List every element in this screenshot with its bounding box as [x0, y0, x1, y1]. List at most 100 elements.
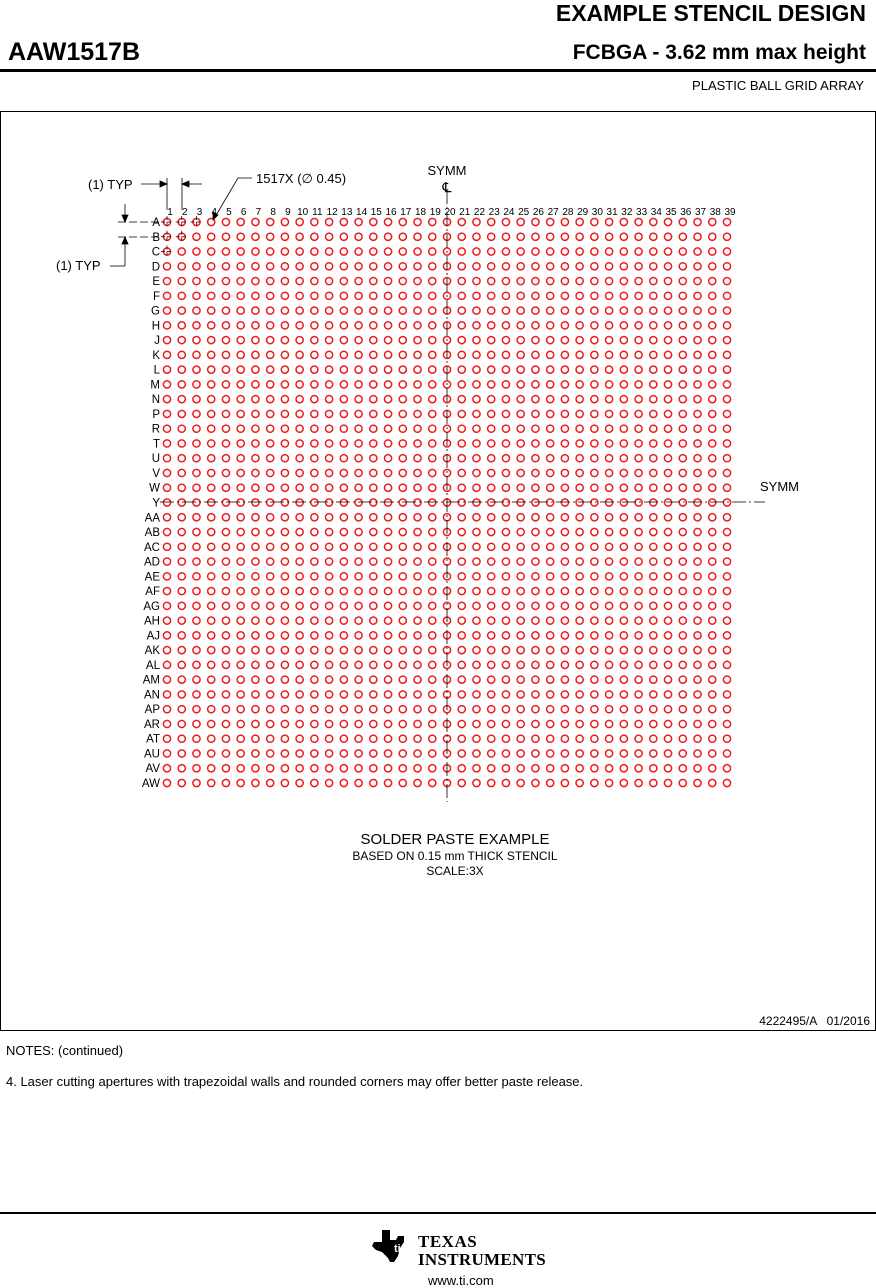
- solder-paste-aperture: [560, 704, 570, 714]
- solder-paste-aperture: [413, 631, 422, 640]
- solder-paste-aperture: [192, 380, 201, 389]
- solder-paste-aperture: [280, 453, 290, 463]
- solder-paste-aperture: [354, 616, 363, 625]
- center-mark: [190, 216, 203, 228]
- row-label: AJ: [147, 630, 160, 642]
- solder-paste-aperture: [501, 763, 511, 773]
- solder-paste-aperture: [206, 276, 216, 286]
- solder-paste-aperture: [206, 424, 216, 434]
- solder-paste-aperture: [310, 616, 319, 625]
- solder-paste-aperture: [501, 749, 511, 758]
- solder-paste-aperture: [678, 380, 688, 389]
- solder-paste-aperture: [663, 571, 673, 581]
- solder-paste-aperture: [545, 586, 555, 596]
- solder-paste-aperture: [427, 483, 437, 493]
- solder-paste-aperture: [531, 276, 540, 286]
- solder-paste-aperture: [575, 704, 584, 714]
- solder-paste-aperture: [236, 645, 246, 655]
- solder-paste-aperture: [206, 557, 216, 566]
- solder-paste-aperture: [265, 719, 275, 729]
- logo-text-texas: TEXAS: [418, 1232, 478, 1251]
- row-label: AU: [144, 748, 160, 760]
- solder-paste-aperture: [648, 660, 658, 670]
- solder-paste-aperture: [324, 542, 334, 552]
- solder-paste-aperture: [531, 557, 540, 566]
- solder-paste-aperture: [693, 616, 702, 625]
- solder-paste-aperture: [516, 453, 526, 463]
- solder-paste-aperture: [678, 645, 688, 655]
- solder-paste-aperture: [177, 320, 187, 330]
- solder-paste-aperture: [162, 734, 172, 744]
- solder-paste-aperture: [575, 734, 584, 744]
- solder-paste-aperture: [619, 527, 629, 537]
- solder-paste-aperture: [648, 571, 658, 581]
- solder-paste-aperture: [531, 704, 540, 714]
- column-label: 12: [327, 207, 339, 218]
- solder-paste-aperture: [663, 365, 673, 374]
- solder-paste-aperture: [501, 645, 511, 655]
- solder-paste-aperture: [221, 557, 231, 566]
- solder-paste-aperture: [678, 468, 688, 478]
- solder-paste-aperture: [427, 468, 437, 478]
- solder-paste-aperture: [236, 675, 246, 685]
- texas-state-icon: ti: [372, 1230, 404, 1262]
- solder-paste-aperture: [516, 778, 526, 788]
- solder-paste-aperture: [619, 365, 629, 374]
- solder-paste-aperture: [310, 247, 319, 256]
- solder-paste-aperture: [177, 453, 187, 463]
- solder-paste-aperture: [368, 631, 378, 640]
- solder-paste-aperture: [501, 217, 511, 227]
- solder-paste-aperture: [206, 498, 216, 507]
- solder-paste-aperture: [192, 247, 201, 256]
- solder-paste-aperture: [486, 542, 496, 552]
- solder-paste-aperture: [590, 453, 599, 463]
- solder-paste-aperture: [693, 424, 702, 434]
- solder-paste-aperture: [339, 749, 349, 758]
- solder-paste-aperture: [339, 335, 349, 345]
- solder-paste-aperture: [531, 542, 540, 552]
- solder-paste-aperture: [678, 763, 688, 773]
- solder-paste-aperture: [383, 557, 393, 566]
- solder-paste-aperture: [472, 719, 481, 729]
- solder-paste-aperture: [324, 468, 334, 478]
- solder-paste-aperture: [693, 690, 702, 699]
- solder-paste-aperture: [545, 320, 555, 330]
- solder-paste-aperture: [619, 557, 629, 566]
- center-mark: [161, 245, 173, 258]
- solder-paste-aperture: [648, 365, 658, 374]
- solder-paste-aperture: [545, 365, 555, 374]
- solder-paste-aperture: [722, 675, 732, 685]
- caption-scale: SCALE:3X: [426, 864, 483, 878]
- website-link[interactable]: www.ti.com: [428, 1273, 494, 1288]
- solder-paste-aperture: [545, 571, 555, 581]
- solder-paste-aperture: [295, 232, 304, 242]
- solder-paste-aperture: [648, 394, 658, 404]
- solder-paste-aperture: [575, 571, 584, 581]
- solder-paste-aperture: [251, 557, 260, 566]
- solder-paste-aperture: [295, 439, 304, 448]
- solder-paste-aperture: [265, 586, 275, 596]
- solder-paste-aperture: [619, 763, 629, 773]
- solder-paste-aperture: [545, 601, 555, 611]
- solder-paste-aperture: [324, 365, 334, 374]
- solder-paste-aperture: [221, 675, 231, 685]
- solder-paste-aperture: [339, 291, 349, 301]
- solder-paste-aperture: [457, 350, 467, 360]
- solder-paste-aperture: [590, 527, 599, 537]
- solder-paste-aperture: [383, 217, 393, 227]
- ball-callout-leader: [212, 177, 252, 221]
- solder-paste-aperture: [295, 320, 304, 330]
- solder-paste-aperture: [221, 261, 231, 271]
- solder-paste-aperture: [663, 631, 673, 640]
- solder-paste-aperture: [575, 749, 584, 758]
- solder-paste-aperture: [516, 616, 526, 625]
- solder-paste-aperture: [354, 380, 363, 389]
- solder-paste-aperture: [648, 749, 658, 758]
- solder-paste-aperture: [295, 734, 304, 744]
- solder-paste-aperture: [501, 616, 511, 625]
- solder-paste-aperture: [280, 601, 290, 611]
- solder-paste-aperture: [472, 409, 481, 419]
- solder-paste-aperture: [280, 232, 290, 242]
- solder-paste-aperture: [693, 365, 702, 374]
- solder-paste-aperture: [707, 675, 717, 685]
